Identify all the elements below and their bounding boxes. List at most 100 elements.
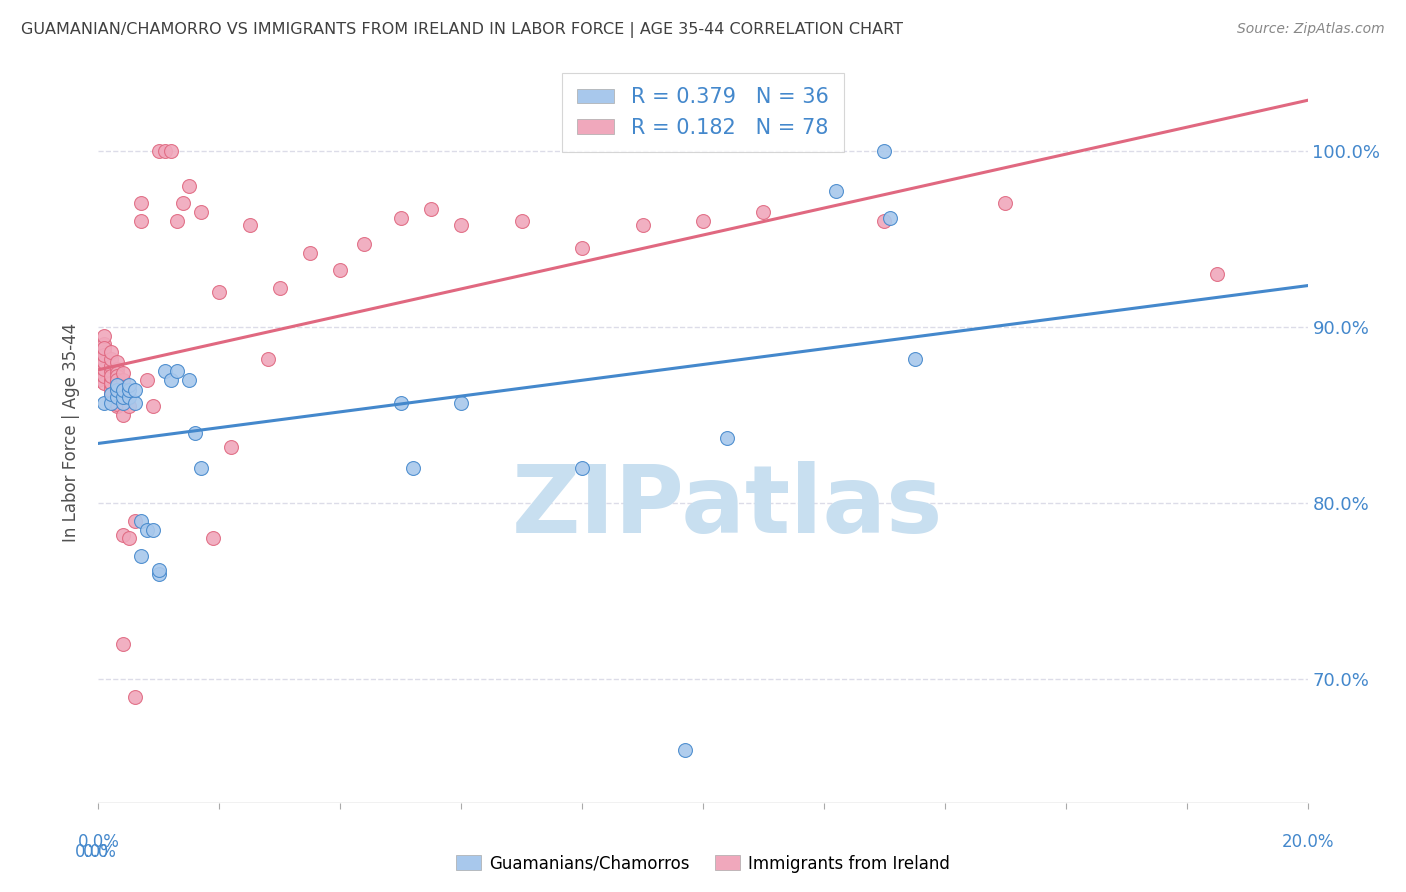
Point — [87, 373, 110, 387]
Point — [100, 373, 122, 387]
Point — [124, 384, 146, 398]
Point — [111, 390, 134, 404]
Point — [129, 514, 152, 528]
Y-axis label: In Labor Force | Age 35-44: In Labor Force | Age 35-44 — [62, 323, 80, 542]
Point — [118, 378, 141, 392]
Point — [160, 373, 183, 387]
Point — [124, 395, 146, 409]
Point — [148, 566, 170, 581]
Point — [100, 344, 122, 359]
Point — [118, 532, 141, 546]
Point — [994, 196, 1017, 211]
Point — [93, 362, 115, 376]
Point — [93, 341, 115, 355]
Text: 0.0%: 0.0% — [77, 833, 120, 851]
Point — [105, 373, 128, 387]
Point — [105, 397, 128, 411]
Point — [631, 218, 654, 232]
Point — [105, 397, 128, 411]
Point — [172, 196, 194, 211]
Point — [93, 369, 115, 384]
Point — [420, 202, 443, 216]
Point — [100, 359, 122, 373]
Point — [299, 245, 322, 260]
Point — [100, 376, 122, 391]
Point — [692, 214, 714, 228]
Legend: R = 0.379   N = 36, R = 0.182   N = 78: R = 0.379 N = 36, R = 0.182 N = 78 — [562, 73, 844, 153]
Point — [142, 399, 165, 413]
Point — [873, 144, 896, 158]
Point — [571, 241, 593, 255]
Text: 20.0%: 20.0% — [1281, 833, 1334, 851]
Point — [105, 380, 128, 394]
Point — [166, 364, 188, 378]
Point — [93, 344, 115, 359]
Point — [510, 214, 533, 228]
Point — [105, 362, 128, 376]
Text: 0.0%: 0.0% — [75, 843, 117, 861]
Point — [389, 211, 412, 225]
Point — [111, 395, 134, 409]
Point — [111, 390, 134, 404]
Point — [105, 399, 128, 413]
Point — [124, 690, 146, 704]
Point — [389, 395, 412, 409]
Point — [93, 348, 115, 362]
Point — [100, 390, 122, 404]
Point — [450, 218, 472, 232]
Point — [571, 461, 593, 475]
Point — [118, 390, 141, 404]
Point — [93, 337, 115, 351]
Point — [450, 395, 472, 409]
Point — [124, 514, 146, 528]
Text: Source: ZipAtlas.com: Source: ZipAtlas.com — [1237, 22, 1385, 37]
Point — [111, 408, 134, 422]
Point — [256, 351, 278, 366]
Point — [100, 351, 122, 366]
Point — [148, 144, 170, 158]
Point — [148, 563, 170, 577]
Point — [879, 211, 901, 225]
Point — [179, 373, 201, 387]
Point — [129, 196, 152, 211]
Point — [221, 440, 243, 454]
Point — [752, 205, 775, 219]
Point — [142, 523, 165, 537]
Point — [100, 387, 122, 401]
Point — [190, 461, 212, 475]
Point — [184, 425, 207, 440]
Point — [111, 373, 134, 387]
Point — [118, 384, 141, 398]
Point — [93, 376, 115, 391]
Point — [100, 364, 122, 378]
Point — [100, 380, 122, 394]
Text: 0.0: 0.0 — [83, 843, 108, 861]
Point — [93, 395, 115, 409]
Point — [111, 637, 134, 651]
Point — [716, 431, 738, 445]
Point — [190, 205, 212, 219]
Point — [118, 399, 141, 413]
Point — [202, 532, 225, 546]
Point — [105, 390, 128, 404]
Point — [904, 351, 927, 366]
Point — [825, 184, 848, 198]
Point — [100, 395, 122, 409]
Point — [100, 384, 122, 398]
Point — [353, 237, 375, 252]
Point — [1206, 267, 1229, 281]
Point — [166, 214, 188, 228]
Text: ZIPatlas: ZIPatlas — [512, 460, 943, 553]
Point — [135, 523, 157, 537]
Point — [105, 390, 128, 404]
Point — [105, 369, 128, 384]
Point — [269, 281, 291, 295]
Point — [105, 384, 128, 398]
Point — [105, 387, 128, 401]
Point — [111, 384, 134, 398]
Point — [129, 549, 152, 563]
Text: GUAMANIAN/CHAMORRO VS IMMIGRANTS FROM IRELAND IN LABOR FORCE | AGE 35-44 CORRELA: GUAMANIAN/CHAMORRO VS IMMIGRANTS FROM IR… — [21, 22, 903, 38]
Point — [329, 263, 352, 277]
Point — [673, 743, 696, 757]
Point — [179, 178, 201, 193]
